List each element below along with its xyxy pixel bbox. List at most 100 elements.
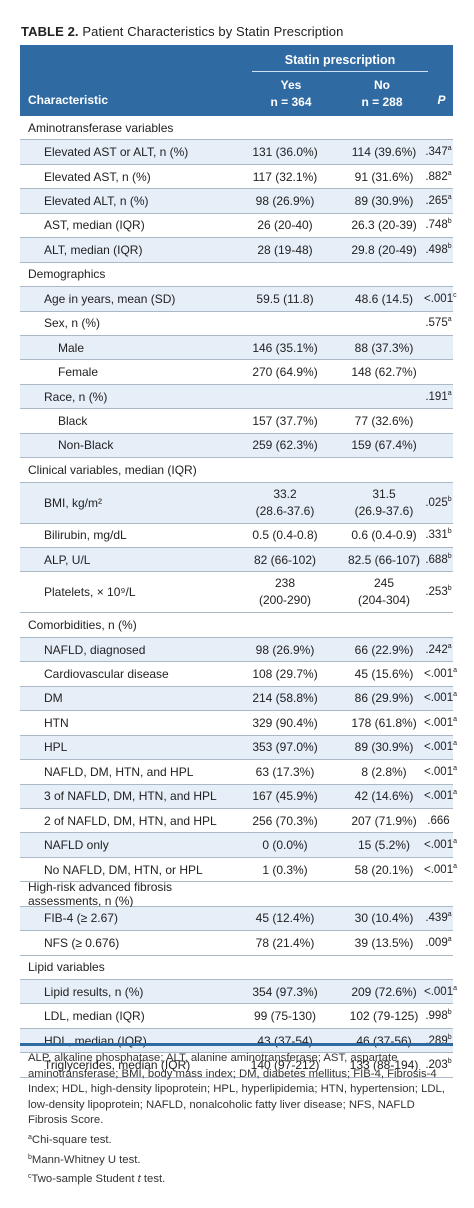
p-value: <.001a: [424, 838, 457, 852]
row-label: 2 of NAFLD, DM, HTN, and HPL: [44, 813, 217, 828]
table-row: ALT, median (IQR) 28 (19-48) 29.8 (20-49).…: [20, 238, 453, 263]
p-value-text: .253: [425, 586, 448, 599]
section-row: Clinical variables, median (IQR): [20, 458, 453, 483]
row-label: Female: [58, 365, 99, 380]
p-value-test-mark: b: [447, 1009, 452, 1017]
p-value: .242a: [424, 642, 453, 656]
yes-value: 157 (37.7%): [252, 413, 318, 428]
p-value: .331b: [424, 528, 453, 541]
no-value: 30 (10.4%): [354, 911, 414, 926]
p-value: .203b: [424, 1058, 453, 1072]
p-value: <.001c: [424, 292, 457, 305]
p-value-text: <.001: [424, 839, 454, 852]
footnote-a-text: Chi-square test.: [31, 1133, 112, 1146]
yes-value: 270 (64.9%): [252, 365, 318, 380]
p-value-test-mark: b: [447, 242, 452, 250]
p-value: .439a: [424, 911, 453, 924]
table-row: NAFLD only 0 (0.0%) 15 (5.2%) <.001a: [20, 833, 457, 858]
section-label: High-risk advanced fibrosis assessments,…: [28, 879, 173, 908]
table-row: Black 157 (37.7%) 77 (32.6%): [20, 409, 453, 434]
row-label: NAFLD, DM, HTN, and HPL: [44, 764, 194, 779]
p-value-test-mark: a: [447, 316, 452, 324]
no-value: 31.5 (26.9-37.6): [344, 486, 424, 520]
p-value: .575a: [424, 316, 453, 330]
p-value: .748b: [424, 218, 453, 232]
row-label: Elevated AST or ALT, n (%): [44, 145, 189, 160]
p-value-test-mark: b: [447, 1058, 452, 1066]
p-value-text: .748: [425, 219, 448, 232]
table-row: NFS (≥ 0.676) 78 (21.4%) 39 (13.5%) .009a: [20, 931, 453, 956]
table-row: Age in years, mean (SD) 59.5 (11.8) 48.6 (…: [20, 287, 457, 312]
yes-value: 45 (12.4%): [255, 911, 315, 926]
no-value: 77 (32.6%): [354, 413, 414, 428]
p-value: .253b: [424, 585, 453, 599]
yes-value: 59.5 (11.8): [256, 291, 314, 306]
no-value: 88 (37.3%): [354, 340, 414, 355]
p-value-text: <.001: [424, 741, 454, 754]
table-row: HTN 329 (90.4%) 178 (61.8%) <.001a: [20, 711, 457, 736]
table-row: AST, median (IQR) 26 (20-40) 26.3 (20-39).…: [20, 214, 453, 239]
no-value: 82.5 (66-107): [347, 552, 421, 567]
p-value-text: .265: [425, 195, 448, 208]
yes-value: 108 (29.7%): [252, 667, 318, 682]
table-row: HPL 353 (97.0%) 89 (30.9%) <.001a: [20, 735, 457, 761]
yes-value: 214 (58.8%): [252, 691, 318, 706]
p-value-text: .575: [425, 317, 448, 330]
yes-value: 0.5 (0.4-0.8): [252, 528, 318, 543]
no-value: 26.3 (20-39): [351, 218, 417, 233]
table-row: Non-Black 259 (62.3%) 159 (67.4%): [20, 433, 453, 459]
table-caption: Patient Characteristics by Statin Prescr…: [82, 24, 344, 39]
p-value-test-mark: b: [447, 528, 452, 536]
table-row: Cardiovascular disease 108 (29.7%) 45 (15.…: [20, 662, 457, 687]
p-value-text: <.001: [424, 985, 454, 998]
yes-value: 131 (36.0%): [252, 145, 318, 160]
no-value: 39 (13.5%): [354, 935, 414, 950]
p-value-text: .203: [425, 1059, 448, 1072]
p-value-text: <.001: [424, 765, 454, 778]
p-value-test-mark: a: [447, 642, 452, 650]
table-row: Elevated AST, n (%) 117 (32.1%) 91 (31.6%)…: [20, 165, 453, 190]
yes-value: 0 (0.0%): [262, 838, 308, 853]
footnote-c: cTwo-sample Student t test.: [28, 1172, 448, 1188]
table-bottom-rule: [20, 1043, 453, 1046]
table-row: Bilirubin, mg/dL 0.5 (0.4-0.8) 0.6 (0.4-0.…: [20, 524, 453, 548]
row-label: Race, n (%): [44, 389, 108, 404]
no-value: 102 (79-125): [349, 1009, 419, 1024]
p-value-text: <.001: [424, 716, 454, 729]
no-value-line1: 31.5: [372, 486, 396, 501]
p-value: <.001a: [424, 691, 457, 704]
footnote-b: bMann-Whitney U test.: [28, 1153, 448, 1169]
p-value-test-mark: a: [447, 169, 452, 177]
p-value-test-mark: a: [447, 194, 452, 202]
no-value: 58 (20.1%): [354, 862, 414, 877]
no-value: 15 (5.2%): [357, 838, 411, 853]
table-title: TABLE 2. Patient Characteristics by Stat…: [21, 24, 343, 39]
yes-value: 26 (20-40): [257, 218, 313, 233]
row-label: DM: [44, 691, 63, 706]
yes-value: 329 (90.4%): [252, 715, 318, 730]
no-value: 91 (31.6%): [354, 169, 414, 184]
p-value-header: P: [437, 93, 446, 107]
yes-value: 146 (35.1%): [252, 340, 318, 355]
yes-value-line1: 238: [274, 576, 296, 591]
yes-value: 354 (97.3%): [252, 984, 318, 999]
row-label: AST, median (IQR): [44, 218, 145, 233]
section-label: Lipid variables: [28, 960, 105, 975]
p-value: .025b: [424, 496, 453, 509]
no-n: n = 288: [361, 95, 403, 109]
yes-value-line1: 33.2: [273, 486, 297, 501]
p-value-test-mark: a: [453, 789, 458, 797]
p-value-test-mark: a: [453, 715, 458, 723]
no-value: 86 (29.9%): [354, 691, 414, 706]
table-row: Elevated AST or ALT, n (%) 131 (36.0%) 114…: [20, 140, 453, 165]
no-value: 0.6 (0.4-0.9): [351, 528, 417, 543]
yes-value: 353 (97.0%): [252, 740, 318, 755]
yes-value: 63 (17.3%): [255, 764, 315, 779]
section-row: Aminotransferase variables: [20, 116, 453, 141]
yes-value: 259 (62.3%): [252, 438, 318, 453]
p-value: <.001a: [424, 985, 457, 998]
footnotes: ALP, alkaline phosphatase; ALT, alanine …: [28, 1051, 448, 1192]
no-value: 245 (204-304): [344, 575, 424, 609]
yes-label: Yes: [280, 78, 302, 92]
